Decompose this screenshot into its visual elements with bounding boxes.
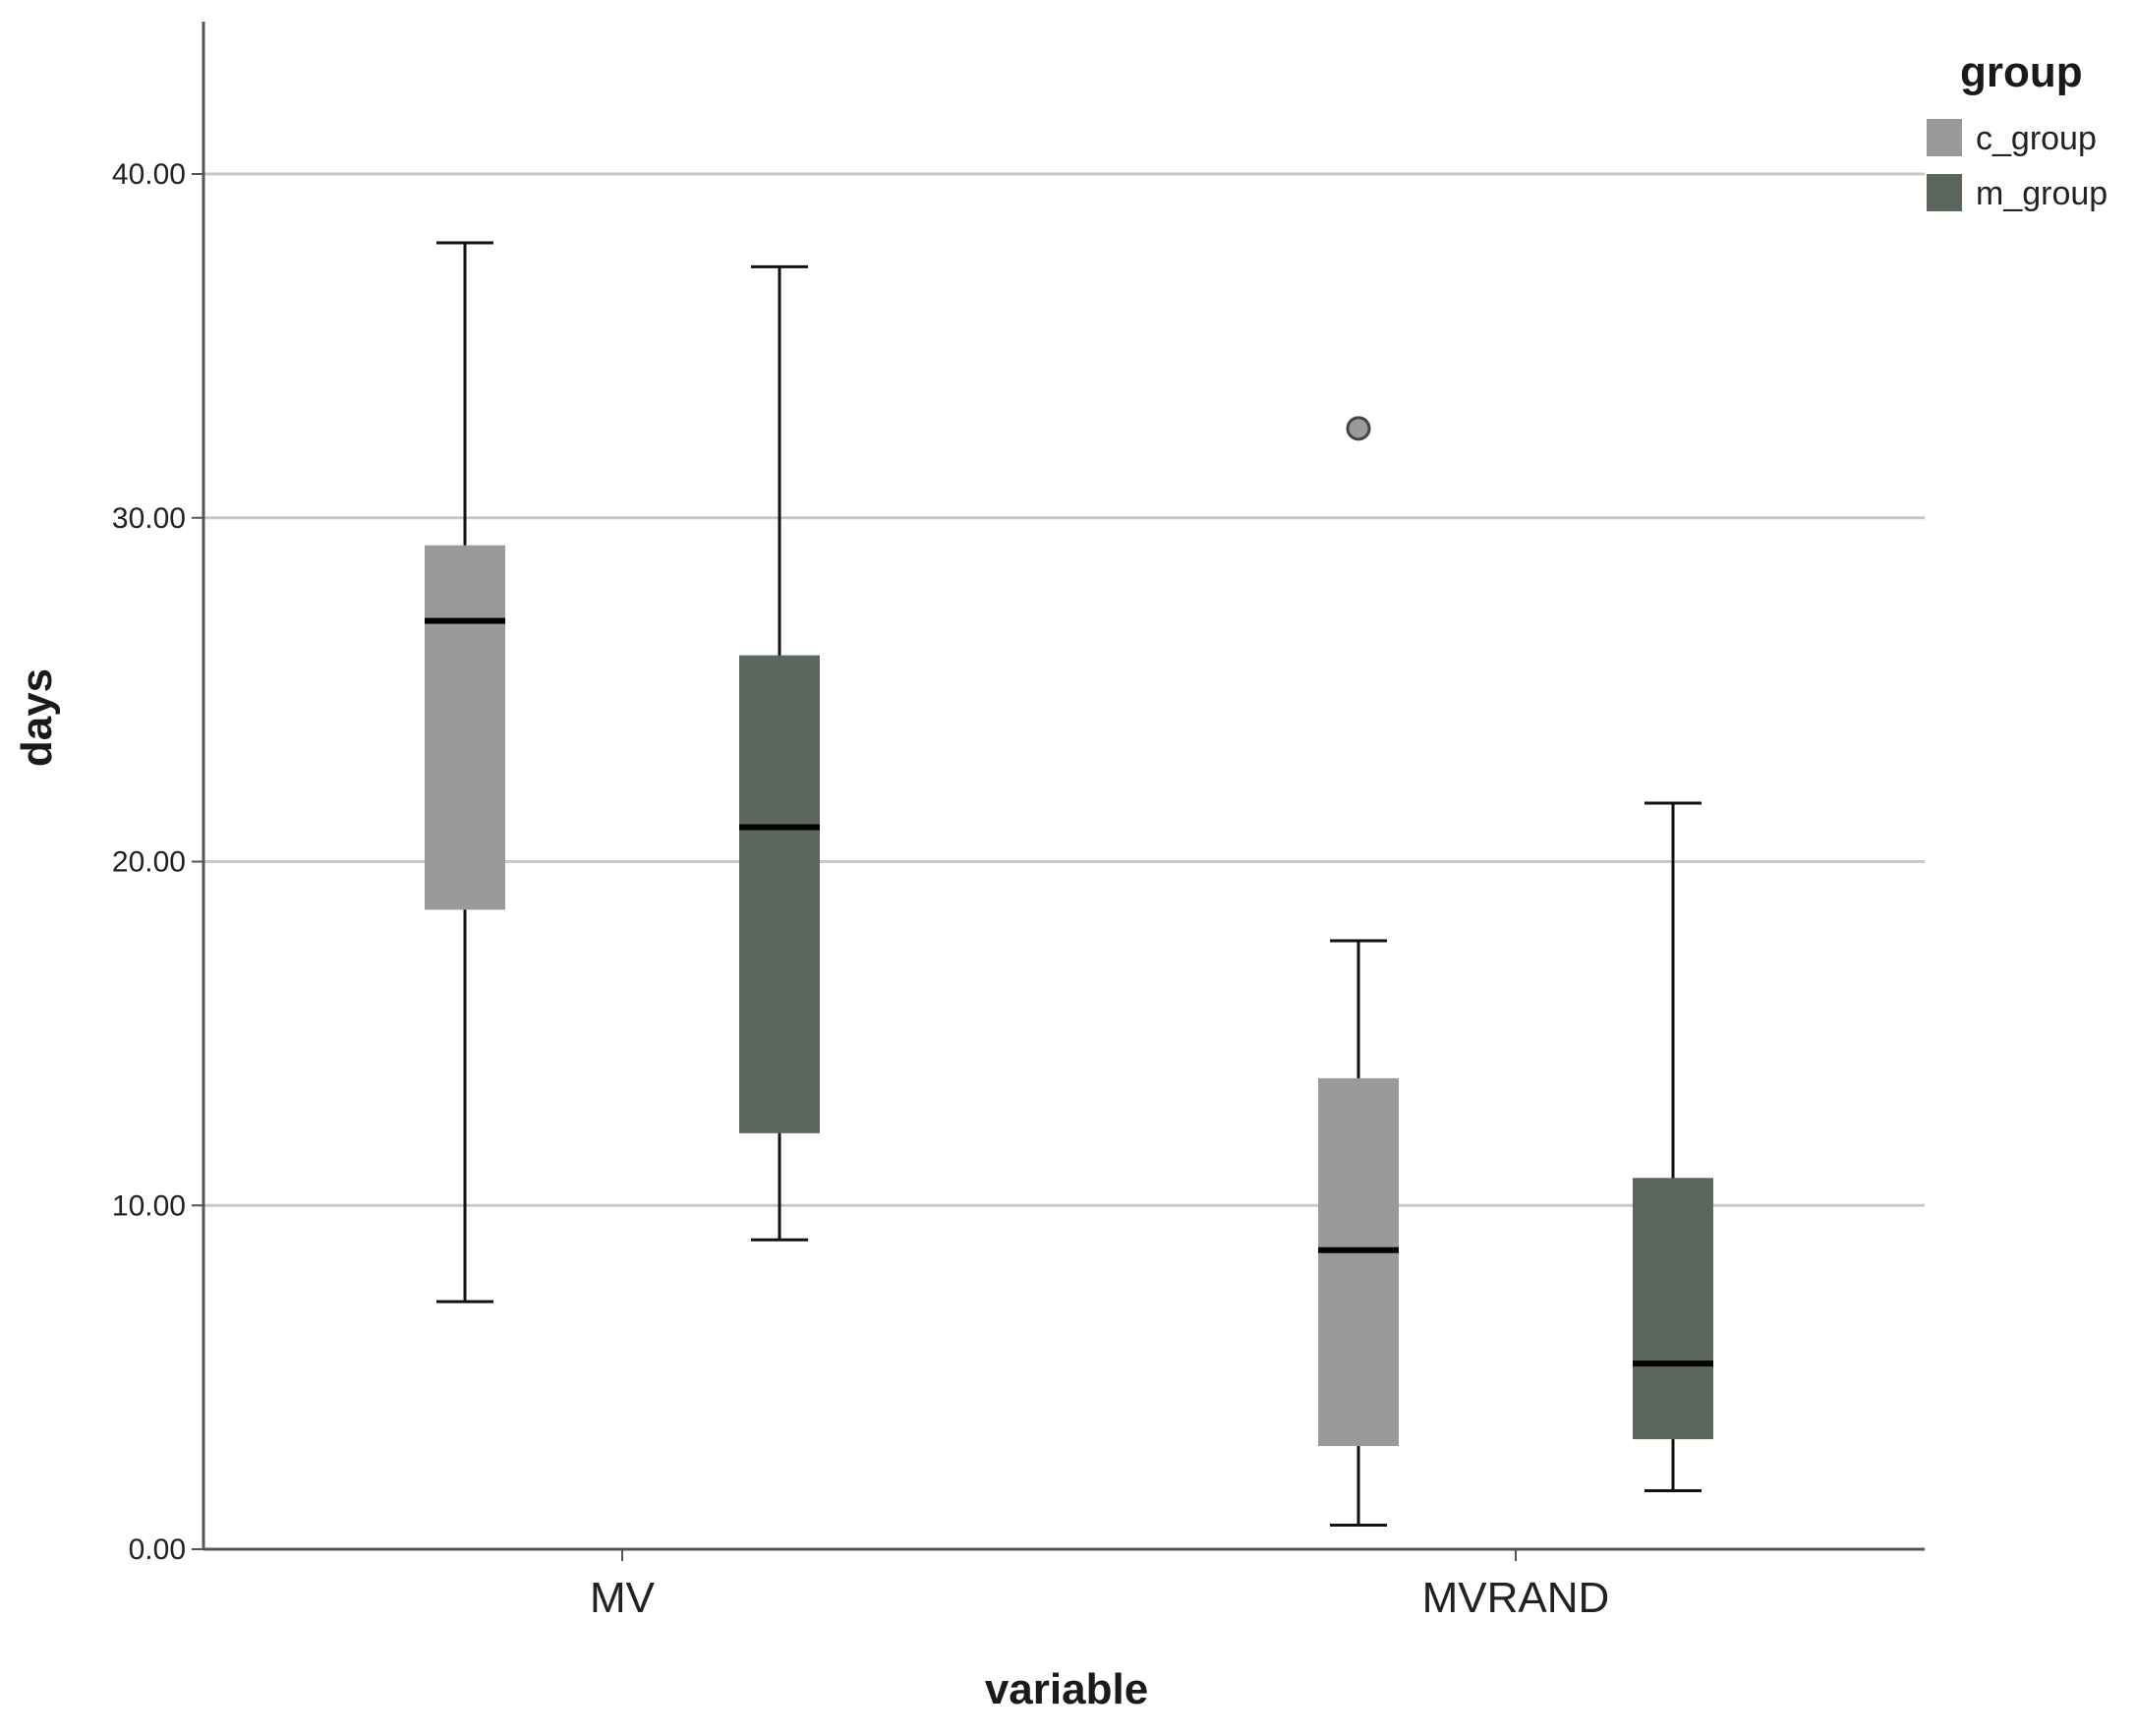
- legend-title: group: [1960, 48, 2083, 96]
- y-tick-label: 40.00: [112, 158, 186, 191]
- outlier-point: [1346, 416, 1371, 441]
- box-iqr: [1633, 1178, 1713, 1440]
- axes: [202, 22, 1925, 1551]
- box-iqr: [1318, 1077, 1399, 1447]
- x-axis-title: variable: [985, 1665, 1148, 1713]
- box-c_group-MVRAND: [1318, 416, 1399, 1528]
- box-m_group-MVRAND: [1633, 801, 1713, 1493]
- y-tick-labels: 0.00 10.00 20.00 30.00 40.00: [112, 158, 203, 1566]
- y-tick-label: 30.00: [112, 502, 186, 535]
- legend-label: m_group: [1976, 175, 2107, 212]
- box-c_group-MV: [425, 241, 505, 1303]
- legend-swatch: [1927, 174, 1962, 211]
- legend-item: c_group: [1927, 119, 2097, 157]
- y-tick-label: 0.00: [129, 1533, 186, 1566]
- x-category-label: MV: [590, 1574, 656, 1622]
- x-category-labels: MV MVRAND: [590, 1549, 1609, 1622]
- legend: group c_group m_group: [1927, 48, 2107, 212]
- y-tick-label: 10.00: [112, 1189, 186, 1222]
- box-iqr: [425, 545, 505, 910]
- legend-items: c_group m_group: [1927, 119, 2107, 212]
- box-iqr: [739, 655, 820, 1133]
- legend-swatch: [1927, 119, 1962, 156]
- legend-item: m_group: [1927, 174, 2107, 212]
- legend-label: c_group: [1976, 120, 2097, 157]
- y-tick-label: 20.00: [112, 846, 186, 879]
- x-category-label: MVRAND: [1422, 1574, 1610, 1622]
- boxes: [425, 241, 1713, 1528]
- box-m_group-MV: [739, 264, 820, 1242]
- y-axis-title: days: [13, 668, 61, 767]
